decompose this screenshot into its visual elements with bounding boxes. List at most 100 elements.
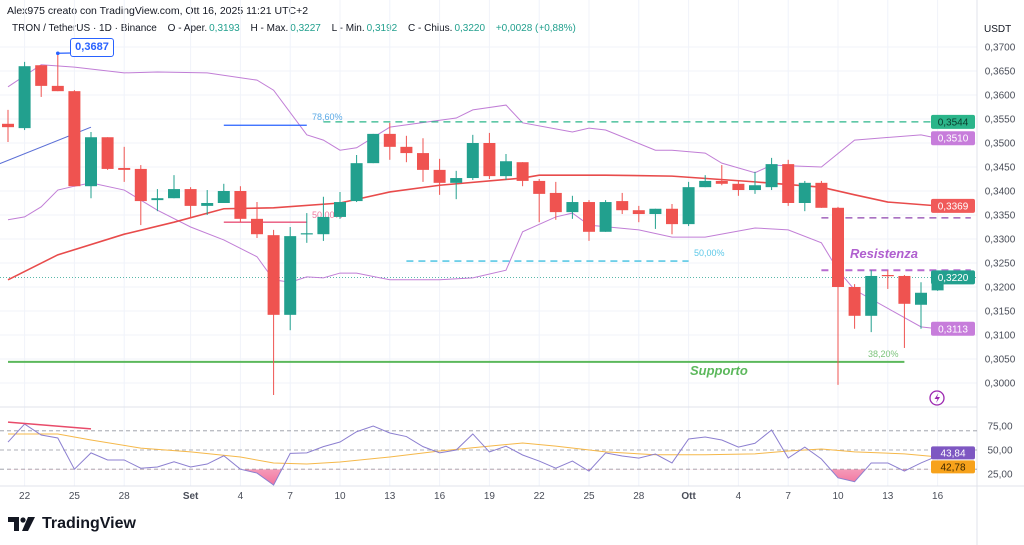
- time-tick-label: 28: [633, 491, 645, 502]
- candle: [317, 196, 330, 241]
- price-tick-label: 0,3050: [985, 355, 1016, 366]
- candle-body: [35, 65, 48, 86]
- open-value: 0,3193: [209, 23, 240, 34]
- candle-body: [450, 178, 463, 183]
- candle-body: [466, 143, 479, 179]
- candle-body: [267, 235, 280, 315]
- candle: [201, 190, 214, 215]
- fib-label: 38,20%: [868, 349, 899, 359]
- candle: [433, 158, 446, 195]
- candle-body: [367, 133, 380, 164]
- rsi-ma-line: [8, 433, 938, 465]
- bollinger-upper-line: [7, 64, 938, 174]
- candle-body: [201, 203, 214, 206]
- candle-body: [2, 123, 14, 128]
- candle: [251, 202, 263, 239]
- candle-body: [334, 202, 346, 217]
- candle-body: [666, 208, 678, 225]
- price-tag: [931, 198, 975, 213]
- bollinger-lower-line: [7, 182, 938, 330]
- tradingview-logo-icon: [8, 517, 35, 531]
- time-tick-label: 7: [287, 491, 293, 502]
- price-tick-label: 0,3550: [985, 115, 1016, 126]
- time-tick-label: 10: [832, 491, 844, 502]
- rsi-tag: [931, 446, 975, 460]
- candle: [566, 195, 579, 219]
- candle: [666, 203, 678, 235]
- candle-body: [234, 191, 247, 219]
- time-tick-label: 28: [119, 491, 131, 502]
- candle-body: [483, 143, 496, 177]
- candle-body: [848, 287, 861, 316]
- candle-body: [782, 164, 795, 203]
- support-label: Supporto: [690, 363, 748, 378]
- price-tag: [931, 270, 975, 285]
- symbol-legend: TRON / TetherUS · 1D · Binance O - Aper.…: [12, 23, 584, 34]
- candle-body: [400, 146, 413, 154]
- candle-body: [300, 233, 313, 235]
- price-tick-label: 0,3600: [985, 91, 1016, 102]
- candle-body: [101, 137, 114, 169]
- price-tick-label: 0,3100: [985, 331, 1016, 342]
- candle: [118, 146, 131, 182]
- price-tick-label: 0,3700: [985, 43, 1016, 54]
- time-tick-label: 25: [583, 491, 595, 502]
- price-tick-label: 0,3200: [985, 283, 1016, 294]
- change-value: +0,0028 (+0,88%): [495, 23, 576, 34]
- candle: [85, 131, 97, 199]
- candle: [101, 137, 114, 170]
- price-callout[interactable]: 0,3687: [70, 38, 114, 57]
- candle-body: [915, 292, 927, 305]
- time-tick-label: 22: [19, 491, 31, 502]
- candle: [350, 155, 363, 203]
- price-tick-label: 0,3350: [985, 211, 1016, 222]
- candle: [300, 213, 313, 243]
- price-tick-label: 0,3400: [985, 187, 1016, 198]
- candle: [848, 284, 861, 329]
- candle: [599, 200, 612, 232]
- close-value: 0,3220: [454, 23, 486, 34]
- candle-body: [715, 180, 728, 184]
- candle-body: [284, 236, 297, 315]
- callout-anchor: [56, 51, 60, 56]
- tradingview-logo-text: TradingView: [42, 515, 136, 532]
- symbol-title[interactable]: TRON / TetherUS · 1D · Binance: [12, 23, 157, 34]
- candle: [765, 157, 778, 191]
- candle-body: [317, 216, 330, 235]
- candle: [732, 180, 745, 196]
- fib-label: 50,00%: [694, 248, 725, 258]
- candle-body: [134, 168, 147, 202]
- candle: [134, 165, 147, 226]
- candle: [815, 180, 828, 208]
- candle: [915, 282, 927, 329]
- candle: [881, 270, 894, 289]
- candle: [616, 192, 629, 215]
- candle-body: [865, 275, 878, 316]
- candle-body: [417, 153, 429, 170]
- candle: [68, 90, 81, 187]
- candle: [832, 206, 844, 385]
- time-tick-label: Set: [183, 491, 199, 502]
- rsi-tag: [931, 460, 975, 474]
- rsi-tag-label: 42,78: [940, 462, 965, 473]
- price-tick-label: 0,3000: [985, 379, 1016, 390]
- zap-icon[interactable]: [929, 390, 945, 406]
- rsi-tick-label: 25,00: [987, 470, 1012, 481]
- candle: [2, 109, 14, 143]
- candle: [267, 229, 280, 395]
- price-tick-label: 0,3300: [985, 235, 1016, 246]
- candle-body: [500, 161, 512, 177]
- price-tick-label: 0,3150: [985, 307, 1016, 318]
- price-tag-label: 0,3220: [938, 273, 969, 284]
- candle-body: [599, 202, 612, 232]
- candle: [483, 132, 496, 179]
- candle: [549, 181, 562, 220]
- time-tick-label: 22: [534, 491, 546, 502]
- rsi-oversold-fill: [8, 469, 938, 486]
- candle: [367, 133, 380, 164]
- candle: [466, 134, 479, 180]
- candle-body: [433, 169, 446, 183]
- candle-body: [649, 208, 662, 215]
- high-label: H - Max.: [250, 23, 289, 34]
